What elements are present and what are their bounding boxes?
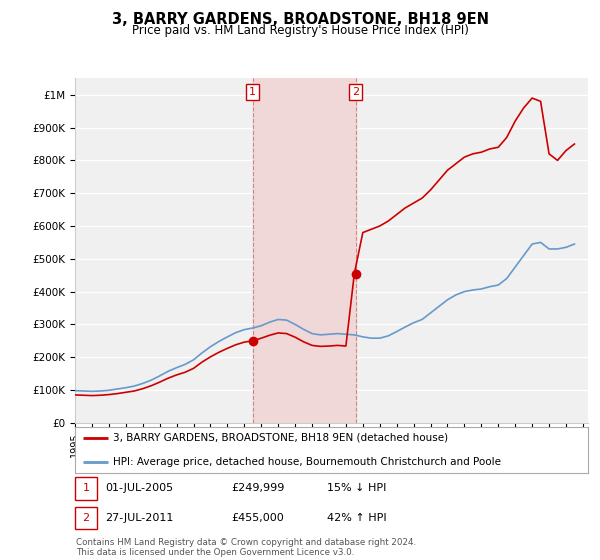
Text: 01-JUL-2005: 01-JUL-2005 (105, 483, 173, 493)
Text: Price paid vs. HM Land Registry's House Price Index (HPI): Price paid vs. HM Land Registry's House … (131, 24, 469, 36)
Text: 15% ↓ HPI: 15% ↓ HPI (327, 483, 386, 493)
Text: 2: 2 (352, 87, 359, 97)
Text: Contains HM Land Registry data © Crown copyright and database right 2024.
This d: Contains HM Land Registry data © Crown c… (76, 538, 416, 557)
Text: 1: 1 (249, 87, 256, 97)
Text: 27-JUL-2011: 27-JUL-2011 (105, 513, 173, 523)
Text: £455,000: £455,000 (231, 513, 284, 523)
Text: HPI: Average price, detached house, Bournemouth Christchurch and Poole: HPI: Average price, detached house, Bour… (113, 457, 502, 466)
Text: 3, BARRY GARDENS, BROADSTONE, BH18 9EN: 3, BARRY GARDENS, BROADSTONE, BH18 9EN (112, 12, 488, 27)
Text: 1: 1 (83, 483, 89, 493)
Text: 2: 2 (83, 513, 89, 523)
Text: 42% ↑ HPI: 42% ↑ HPI (327, 513, 386, 523)
Bar (253, 78, 356, 423)
Text: 3, BARRY GARDENS, BROADSTONE, BH18 9EN (detached house): 3, BARRY GARDENS, BROADSTONE, BH18 9EN (… (113, 433, 449, 443)
Text: £249,999: £249,999 (231, 483, 284, 493)
